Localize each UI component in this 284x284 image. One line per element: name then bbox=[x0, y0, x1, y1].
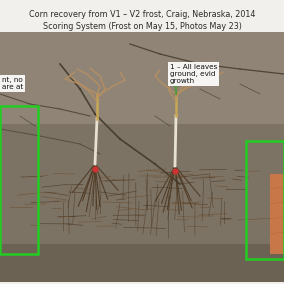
Bar bbox=[0, 282, 284, 284]
Bar bbox=[246, 141, 284, 259]
Text: Scoring System (Frost on May 15, Photos May 23): Scoring System (Frost on May 15, Photos … bbox=[43, 22, 241, 31]
Text: 1 – All leaves
ground, evid
growth: 1 – All leaves ground, evid growth bbox=[170, 64, 217, 84]
Bar bbox=[0, 244, 284, 284]
Bar bbox=[0, 32, 284, 124]
Bar bbox=[0, 124, 284, 284]
Text: nt, no
are at: nt, no are at bbox=[2, 77, 23, 90]
Text: Corn recovery from V1 – V2 frost, Craig, Nebraska, 2014: Corn recovery from V1 – V2 frost, Craig,… bbox=[29, 10, 255, 19]
Bar bbox=[270, 174, 284, 254]
Bar bbox=[0, 106, 38, 254]
